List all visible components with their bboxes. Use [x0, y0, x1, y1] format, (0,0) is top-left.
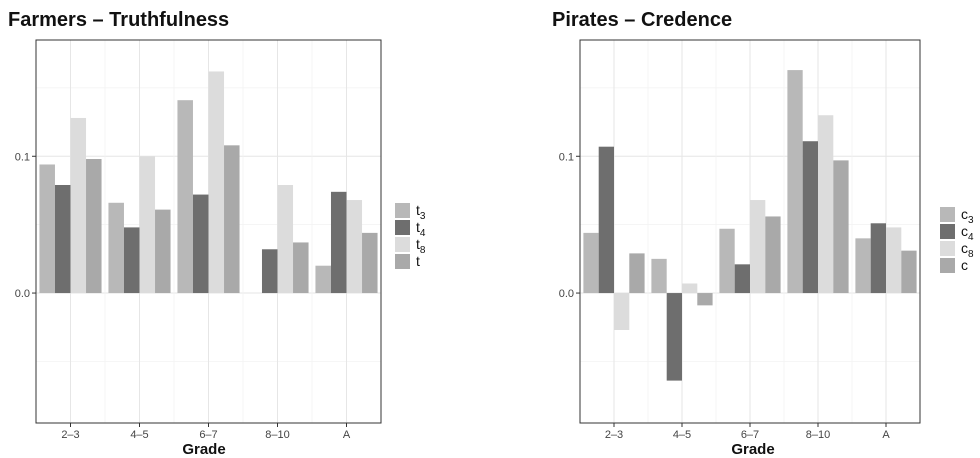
bar — [697, 293, 713, 306]
gridlines — [580, 40, 920, 423]
bar — [765, 216, 781, 294]
bar — [787, 70, 803, 294]
bar — [651, 258, 667, 294]
legend-subscript: 3 — [968, 215, 974, 226]
bar — [833, 160, 849, 294]
bar — [86, 159, 102, 294]
legend-subscript: 3 — [420, 211, 426, 222]
bar — [208, 71, 225, 294]
x-tick-label: 2–3 — [61, 429, 79, 441]
y-tick-label: 0.0 — [15, 288, 30, 300]
bar — [719, 228, 735, 294]
legend-label: t8 — [416, 236, 426, 256]
x-tick-label: 6–7 — [199, 429, 217, 441]
bar — [682, 283, 698, 294]
bar — [192, 194, 209, 294]
chart-svg: Pirates – Credence Grade 0.0 0.1 2–3 4–5 6–7… — [552, 9, 974, 458]
bar — [293, 242, 309, 294]
x-tick-label: A — [882, 429, 890, 441]
legend-subscript: 8 — [968, 249, 974, 260]
bar — [802, 141, 818, 294]
x-tick-label: 2–3 — [605, 429, 623, 441]
bar — [614, 293, 630, 330]
y-tick-label: 0.1 — [559, 151, 574, 163]
legend-label: t — [416, 253, 420, 269]
x-tick-label: 6–7 — [741, 429, 759, 441]
x-tick-label: A — [343, 429, 351, 441]
bar — [901, 250, 917, 294]
legend-swatch — [940, 241, 955, 256]
bar — [139, 156, 156, 294]
legend-label: t3 — [416, 202, 426, 222]
bar — [362, 232, 378, 294]
bar — [39, 164, 55, 294]
chart-title: Pirates – Credence — [552, 9, 732, 31]
bar — [598, 146, 614, 294]
bar — [277, 184, 294, 294]
legend-swatch — [940, 224, 955, 239]
bar — [346, 200, 363, 294]
bar — [855, 238, 871, 294]
bar — [330, 191, 347, 294]
bar — [123, 227, 140, 294]
chart-farmers-truthfulness: Farmers – Truthfulness Grade 0.0 0.1 2–3 4–… — [8, 9, 426, 458]
legend-swatch — [395, 254, 410, 269]
bar — [155, 209, 171, 294]
y-tick-label: 0.1 — [15, 151, 30, 163]
legend-subscript: 4 — [420, 228, 426, 239]
x-tick-label: 4–5 — [130, 429, 148, 441]
bar — [177, 100, 193, 294]
x-tick-label: 4–5 — [673, 429, 691, 441]
bar — [818, 115, 834, 294]
bar-group — [39, 71, 378, 294]
bar — [666, 293, 682, 381]
bar — [108, 202, 124, 294]
legend-subscript: 4 — [968, 232, 974, 243]
bar — [870, 223, 886, 294]
legend-swatch — [395, 203, 410, 218]
x-tick-label: 8–10 — [265, 429, 289, 441]
legend-swatch — [940, 207, 955, 222]
bar — [54, 184, 71, 294]
bar — [315, 265, 331, 294]
x-axis-title: Grade — [731, 441, 774, 458]
bar — [734, 264, 750, 294]
legend-swatch — [395, 237, 410, 252]
bar — [224, 145, 240, 294]
chart-pirates-credence: Pirates – Credence Grade 0.0 0.1 2–3 4–5 6–7… — [490, 0, 980, 458]
bar — [886, 227, 902, 294]
bar — [261, 249, 278, 294]
chart-title: Farmers – Truthfulness — [8, 9, 229, 31]
bar — [70, 117, 87, 294]
y-tick-label: 0.0 — [559, 288, 574, 300]
x-axis-title: Grade — [182, 441, 225, 458]
bar — [583, 232, 599, 294]
x-tick-label: 8–10 — [806, 429, 830, 441]
legend-label: c — [961, 257, 968, 273]
bar — [629, 253, 645, 294]
legend-label: t4 — [416, 219, 426, 239]
chart-svg: Farmers – Truthfulness Grade 0.0 0.1 2–3 4–… — [8, 9, 426, 458]
bar-group — [583, 70, 917, 381]
legend-swatch — [940, 258, 955, 273]
legend-swatch — [395, 220, 410, 235]
legend-subscript: 8 — [420, 245, 426, 256]
bar — [750, 200, 766, 294]
